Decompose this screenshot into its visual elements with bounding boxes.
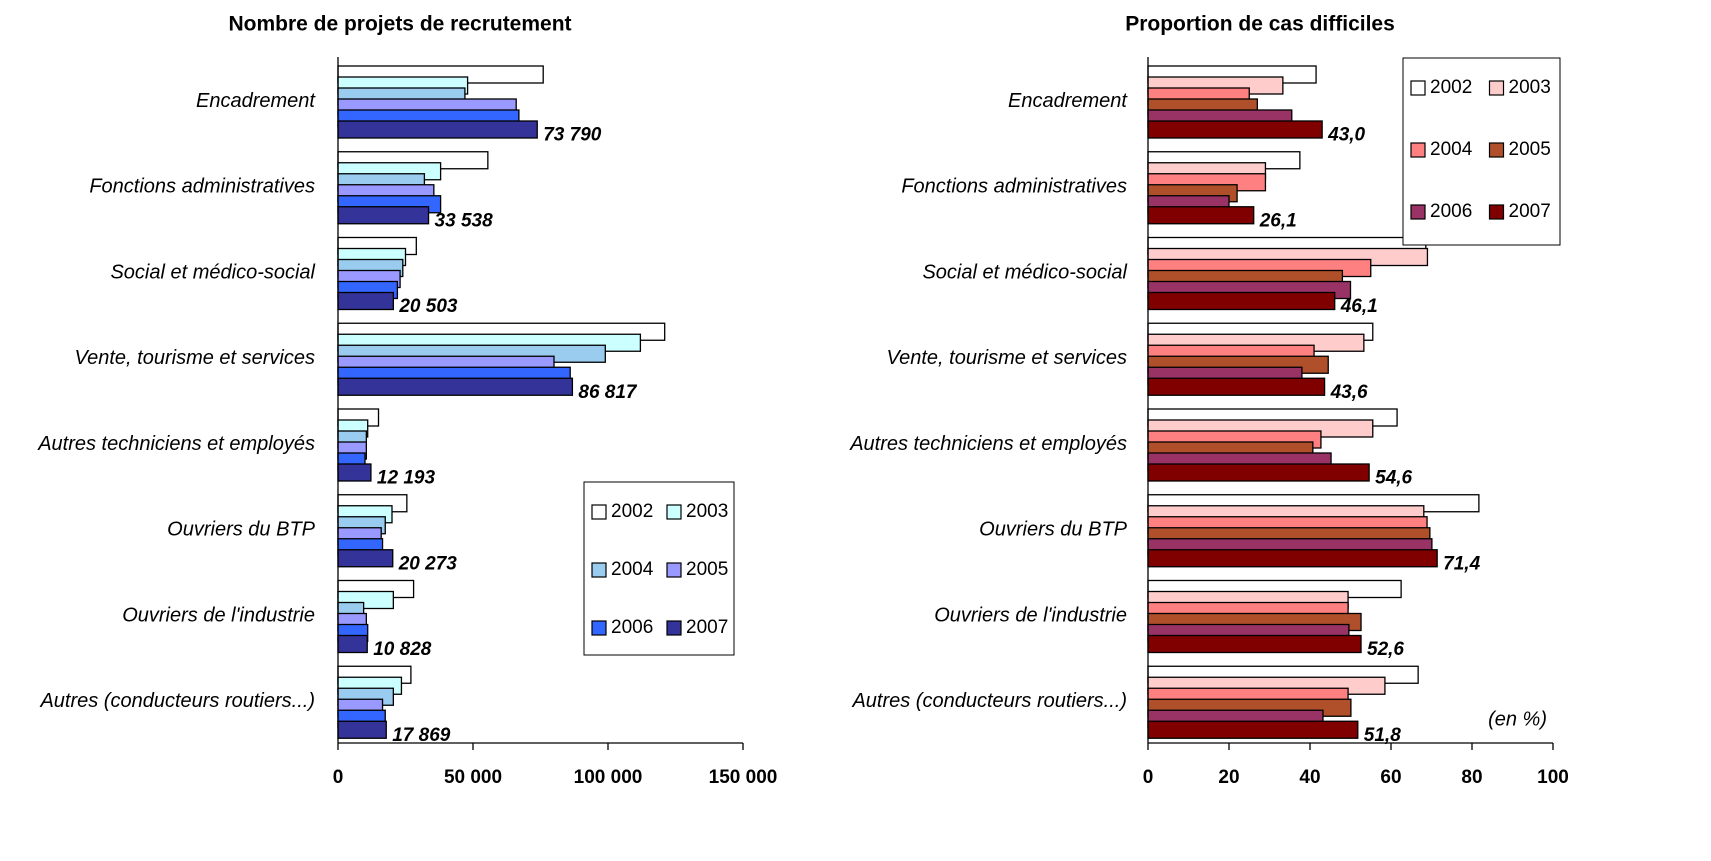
category-label: Ouvriers du BTP (979, 519, 1127, 541)
bar (337, 377, 574, 396)
legend-swatch (666, 620, 682, 636)
value-label: 86 817 (578, 382, 638, 403)
bar (337, 120, 538, 139)
legend-swatch (1488, 142, 1505, 158)
bar (1147, 291, 1336, 311)
legend-swatch (591, 562, 607, 578)
value-label: 71,4 (1443, 553, 1480, 574)
bar (1147, 549, 1438, 568)
x-tick-label: 40 (1299, 767, 1320, 788)
legend-label: 2007 (686, 617, 728, 638)
bar (337, 463, 372, 482)
x-tick-label: 50 000 (444, 767, 502, 788)
legend-swatch (666, 504, 682, 520)
category-label: Encadrement (196, 90, 316, 112)
value-label: 20 273 (398, 553, 458, 574)
value-label: 73 790 (543, 125, 602, 146)
category-label: Ouvriers de l'industrie (934, 604, 1127, 626)
bar (337, 206, 430, 225)
value-label: 26,1 (1259, 210, 1297, 231)
legend-label: 2006 (611, 617, 653, 638)
legend-swatch (666, 562, 682, 578)
chart-title: Proportion de cas difficiles (1125, 13, 1395, 36)
x-tick-label: 60 (1380, 767, 1401, 788)
legend-swatch (1410, 204, 1426, 220)
category-label: Social et médico-social (922, 261, 1127, 283)
value-label: 12 193 (377, 468, 436, 489)
category-label: Autres techniciens et employés (849, 433, 1127, 455)
legend-swatch (591, 504, 607, 520)
legend-label: 2002 (611, 501, 653, 522)
bar (337, 291, 395, 311)
bar (1147, 720, 1359, 739)
x-tick-label: 0 (333, 767, 344, 788)
legend-label: 2006 (1430, 201, 1472, 222)
category-label: Autres (conducteurs routiers...) (851, 690, 1127, 712)
annotation: (en %) (1488, 708, 1547, 730)
x-tick-label: 80 (1461, 767, 1482, 788)
legend-swatch (1488, 80, 1505, 96)
value-label: 52,6 (1367, 639, 1404, 660)
legend-swatch (591, 620, 607, 636)
value-label: 51,8 (1364, 725, 1401, 746)
legend-swatch (1410, 142, 1426, 158)
value-label: 43,6 (1330, 382, 1368, 403)
bar (337, 720, 387, 739)
category-label: Encadrement (1008, 90, 1128, 112)
x-tick-label: 150 000 (709, 767, 778, 788)
legend-label: 2005 (686, 559, 728, 580)
legend-label: 2004 (611, 559, 654, 580)
bar (1147, 120, 1323, 139)
bar (337, 634, 368, 654)
legend-swatch (1410, 80, 1426, 96)
bar (1147, 634, 1362, 654)
legend-label: 2003 (1509, 77, 1551, 98)
category-label: Vente, tourisme et services (75, 347, 315, 369)
x-tick-label: 0 (1143, 767, 1154, 788)
chart-title: Nombre de projets de recrutement (228, 13, 571, 36)
bar (1147, 463, 1370, 482)
bar (1147, 377, 1326, 396)
category-label: Fonctions administratives (901, 176, 1127, 198)
category-label: Ouvriers du BTP (167, 519, 315, 541)
legend-label: 2002 (1430, 77, 1472, 98)
bar (337, 549, 394, 568)
category-label: Fonctions administratives (89, 176, 315, 198)
category-label: Vente, tourisme et services (887, 347, 1127, 369)
value-label: 10 828 (373, 639, 432, 660)
value-label: 20 503 (398, 296, 458, 317)
legend-swatch (1488, 204, 1505, 220)
legend-box (1402, 57, 1561, 246)
legend-label: 2007 (1509, 201, 1551, 222)
category-label: Ouvriers de l'industrie (122, 604, 315, 626)
x-tick-label: 20 (1218, 767, 1239, 788)
value-label: 43,0 (1327, 125, 1365, 146)
value-label: 54,6 (1375, 468, 1412, 489)
x-tick-label: 100 (1537, 767, 1569, 788)
bar (1147, 206, 1255, 225)
category-label: Social et médico-social (110, 261, 315, 283)
legend-label: 2003 (686, 501, 728, 522)
legend-box (583, 481, 735, 656)
value-label: 17 869 (392, 725, 451, 746)
value-label: 33 538 (435, 210, 494, 231)
category-label: Autres techniciens et employés (37, 433, 315, 455)
x-tick-label: 100 000 (574, 767, 643, 788)
category-label: Autres (conducteurs routiers...) (39, 690, 315, 712)
legend-label: 2004 (1430, 139, 1473, 160)
legend-label: 2005 (1509, 139, 1551, 160)
value-label: 46,1 (1340, 296, 1378, 317)
